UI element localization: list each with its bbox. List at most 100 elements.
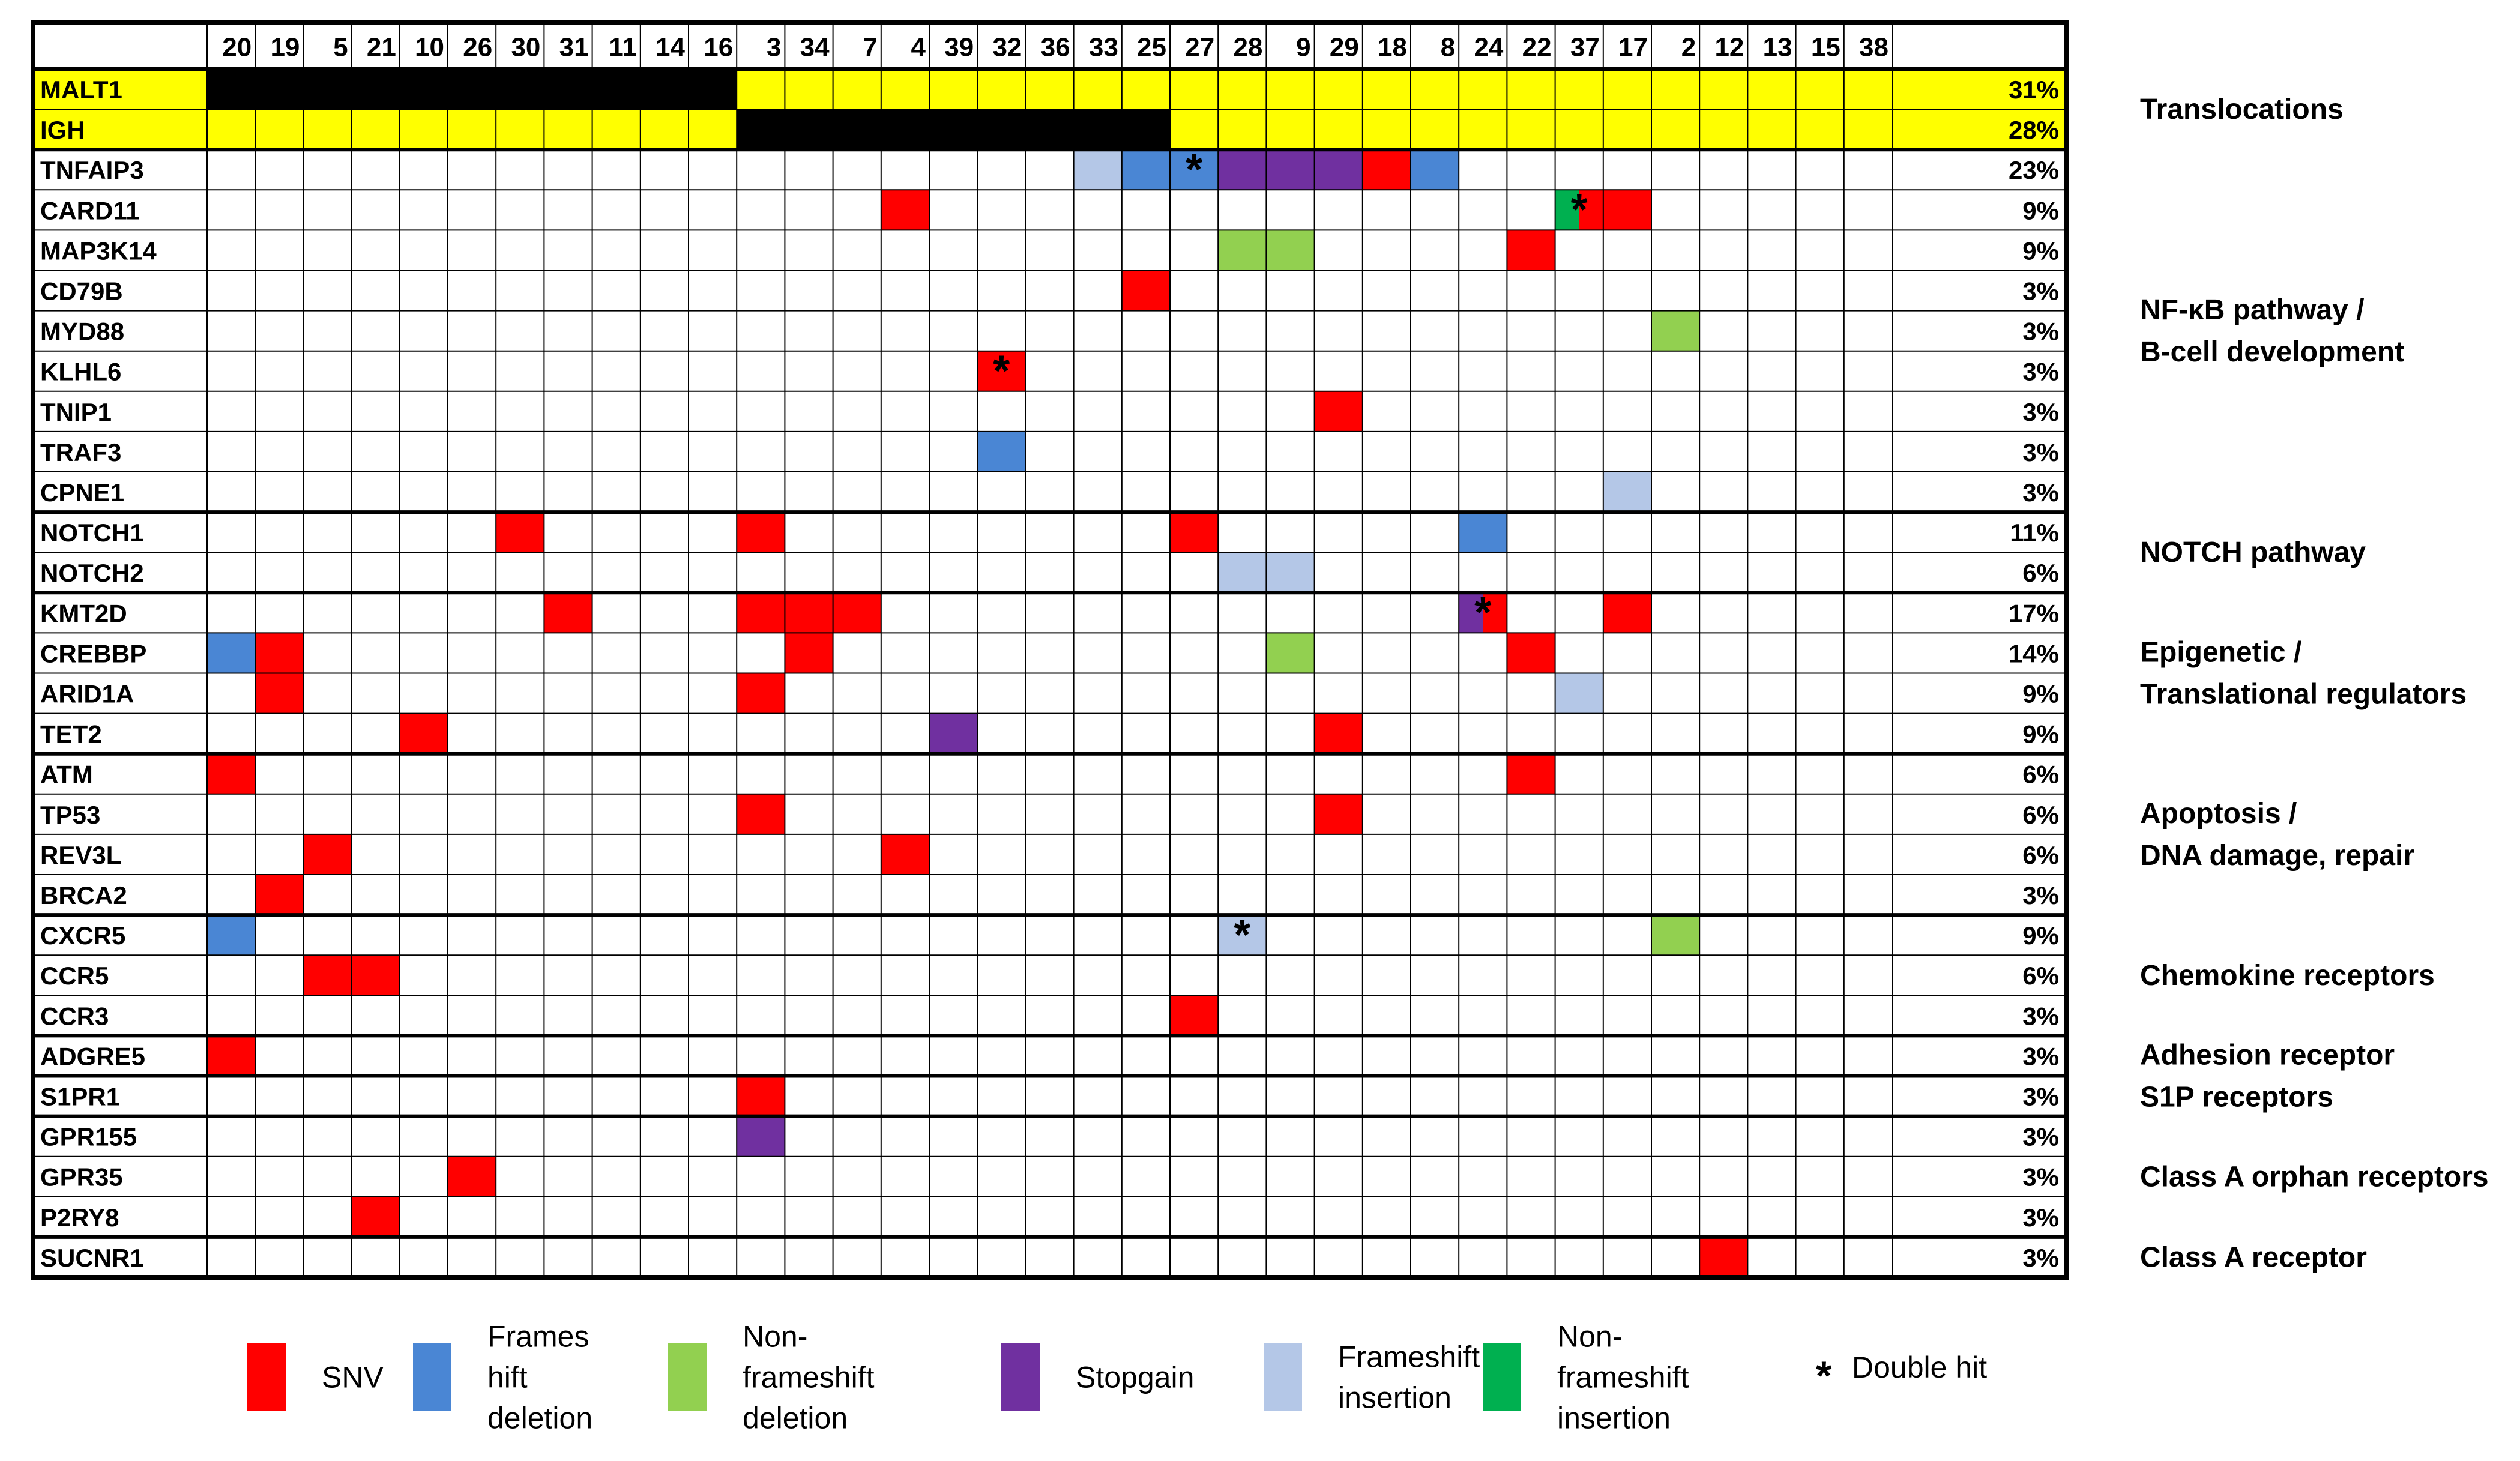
group-label: Epigenetic /	[2140, 637, 2301, 669]
mutation-cell	[1651, 915, 1700, 956]
legend-label: deletion	[487, 1402, 592, 1435]
mutation-cell	[1314, 149, 1363, 190]
mutation-frequency: 3%	[2022, 1203, 2059, 1232]
mutation-frequency: 9%	[2022, 196, 2059, 224]
mutation-cell	[737, 673, 785, 714]
column-label: 20	[222, 32, 252, 62]
gene-label: TNFAIP3	[40, 156, 144, 184]
gene-label: ARID1A	[40, 679, 134, 708]
mutation-frequency: 17%	[2009, 599, 2059, 627]
legend-label: hift	[487, 1361, 528, 1394]
gene-label: NOTCH2	[40, 559, 144, 587]
translocation-cell	[737, 109, 785, 150]
translocation-cell	[592, 69, 641, 110]
group-label: Translational regulators	[2140, 679, 2467, 711]
mutation-cell	[977, 431, 1026, 472]
legend-label: insertion	[1557, 1402, 1671, 1435]
column-label: 32	[992, 32, 1022, 62]
translocation-cell	[785, 109, 833, 150]
mutation-cell	[977, 351, 1026, 391]
translocation-cell	[977, 109, 1026, 150]
mutation-frequency: 14%	[2009, 639, 2059, 667]
legend-swatch	[247, 1343, 286, 1411]
mutation-cell	[255, 633, 304, 673]
mutation-cell	[1603, 190, 1651, 230]
translocation-cell	[1121, 109, 1170, 150]
column-label: 34	[800, 32, 830, 62]
gene-label: BRCA2	[40, 881, 127, 909]
group-label: Adhesion receptor	[2140, 1040, 2395, 1071]
column-label: 22	[1522, 32, 1552, 62]
mutation-frequency: 6%	[2022, 559, 2059, 587]
column-label: 36	[1041, 32, 1070, 62]
mutation-cell	[255, 673, 304, 714]
mutation-cell	[207, 633, 256, 673]
gene-label: CREBBP	[40, 639, 146, 667]
mutation-cell	[1651, 310, 1700, 351]
legend-swatch	[1001, 1343, 1040, 1411]
mutation-cell	[1218, 915, 1267, 956]
group-label: NF-κB pathway /	[2140, 294, 2364, 326]
mutation-cell	[1507, 230, 1555, 271]
mutation-cell	[1218, 149, 1267, 190]
mutation-cell	[881, 190, 929, 230]
gene-label: CCR3	[40, 1002, 109, 1030]
column-label: 15	[1811, 32, 1840, 62]
gene-label: P2RY8	[40, 1203, 119, 1232]
column-label: 27	[1185, 32, 1214, 62]
column-label: 9	[1296, 32, 1310, 62]
translocation-cell	[207, 69, 256, 110]
mutation-cell	[1266, 149, 1315, 190]
mutation-cell	[737, 512, 785, 553]
column-label: 10	[415, 32, 444, 62]
group-label: NOTCH pathway	[2140, 537, 2366, 568]
mutation-cell	[1507, 633, 1555, 673]
mutation-cell	[1459, 592, 1483, 633]
translocation-cell	[255, 69, 304, 110]
mutation-frequency: 28%	[2009, 116, 2059, 144]
mutation-cell	[1411, 149, 1459, 190]
mutation-cell	[496, 512, 544, 553]
column-label: 24	[1474, 32, 1503, 62]
mutation-frequency: 9%	[2022, 679, 2059, 708]
column-label: 12	[1714, 32, 1744, 62]
double-hit-marker: *	[1234, 911, 1250, 959]
mutation-cell	[737, 592, 785, 633]
group-label: Class A receptor	[2140, 1241, 2367, 1273]
column-label: 13	[1763, 32, 1792, 62]
mutation-cell	[1073, 149, 1122, 190]
translocation-cell	[689, 69, 737, 110]
gene-label: S1PR1	[40, 1082, 120, 1110]
column-label: 39	[944, 32, 974, 62]
mutation-cell	[1555, 190, 1579, 230]
gene-label: MALT1	[40, 76, 122, 104]
translocation-cell	[881, 109, 929, 150]
column-label: 30	[511, 32, 540, 62]
column-label: 5	[333, 32, 348, 62]
group-label: S1P receptors	[2140, 1082, 2333, 1113]
mutation-cell	[1314, 391, 1363, 432]
mutation-cell	[1266, 552, 1315, 593]
mutation-cell	[1314, 713, 1363, 754]
mutation-cell	[737, 1116, 785, 1157]
legend-label: frameshift	[743, 1361, 875, 1394]
mutation-frequency: 31%	[2009, 76, 2059, 104]
gene-label: MAP3K14	[40, 236, 157, 265]
gene-label: GPR35	[40, 1163, 123, 1191]
gene-label: ATM	[40, 761, 93, 789]
mutation-cell	[351, 1196, 400, 1237]
mutation-cell	[1459, 512, 1507, 553]
column-label: 14	[656, 32, 685, 62]
mutation-frequency: 6%	[2022, 761, 2059, 789]
gene-label: REV3L	[40, 841, 121, 869]
column-label: 37	[1570, 32, 1600, 62]
mutation-cell	[737, 794, 785, 834]
gene-label: KLHL6	[40, 358, 121, 386]
mutation-cell	[1314, 794, 1363, 834]
gene-label: CD79B	[40, 277, 123, 305]
translocation-cell	[496, 69, 544, 110]
legend-swatch	[413, 1343, 451, 1411]
double-hit-marker: *	[1571, 186, 1588, 234]
